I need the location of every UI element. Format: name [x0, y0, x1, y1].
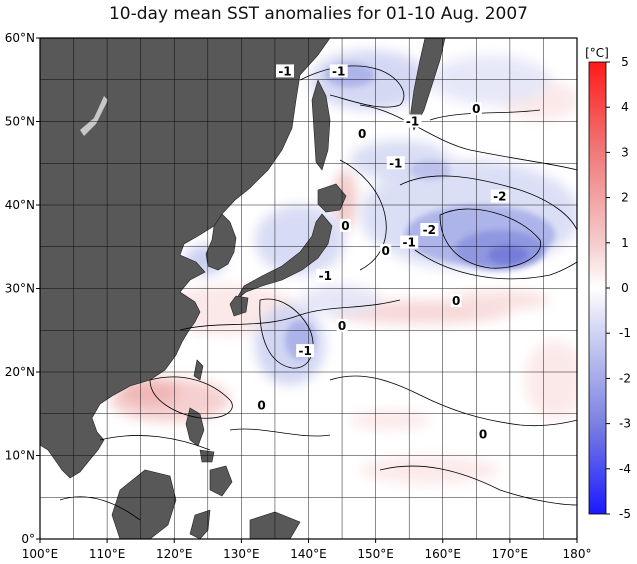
- colorbar-label: 2: [621, 191, 629, 205]
- colorbar-label: -3: [619, 417, 631, 431]
- contour-label-bg: [336, 319, 348, 333]
- mindanao: [209, 465, 233, 497]
- contour-label-bg: [490, 189, 509, 203]
- lake-baikal: [80, 96, 108, 136]
- colorbar-label: -1: [619, 326, 631, 340]
- kyushu: [229, 295, 249, 317]
- contour-label-bg: [380, 243, 392, 257]
- contour-label: -1: [406, 115, 419, 129]
- lat-tick-label: 40°N: [5, 198, 35, 212]
- lat-tick-label: 10°N: [5, 449, 35, 463]
- contour-label-bg: [256, 398, 268, 412]
- colorbar-label: 3: [621, 145, 629, 159]
- lat-tick-label: 20°N: [5, 365, 35, 379]
- contour-label: -1: [319, 269, 332, 283]
- lon-tick-label: 170°E: [492, 547, 529, 561]
- asia-mainland: [40, 38, 331, 479]
- colorbar-label: -4: [619, 462, 631, 476]
- contour-label: -1: [278, 64, 291, 78]
- taiwan: [193, 359, 204, 381]
- contour-label: 0: [382, 244, 390, 258]
- lat-tick-label: 50°N: [5, 115, 35, 129]
- latitude-labels: 0° 10°N 20°N 30°N 40°N 50°N 60°N: [5, 31, 40, 546]
- contour-label: -2: [493, 190, 506, 204]
- colorbar-label: 0: [621, 281, 629, 295]
- lon-tick-label: 180°: [563, 547, 592, 561]
- colorbar-label: 4: [621, 100, 629, 114]
- contour-label: 0: [472, 102, 480, 116]
- contour-label: 0: [479, 428, 487, 442]
- korea-peninsula: [205, 213, 237, 271]
- contour-label-bg: [450, 294, 462, 308]
- contour-label: 0: [452, 294, 460, 308]
- contour-label-bg: [470, 101, 482, 115]
- contour-label-bg: [403, 114, 422, 128]
- lon-tick-label: 140°E: [290, 547, 327, 561]
- contour-label: -2: [423, 223, 436, 237]
- lat-tick-label: 30°N: [5, 282, 35, 296]
- contour-labels: -1 -1 0 -1 0 -1 -2 0 -2 -1 0 -1 0 0 -1 0 0: [256, 64, 509, 442]
- lon-tick-label: 130°E: [223, 547, 260, 561]
- colorbar-label: 5: [621, 55, 629, 69]
- colorbar-label: 1: [621, 236, 629, 250]
- contour-label-bg: [316, 268, 335, 282]
- colorbar-ticks: 5 4 3 2 1 0 -1 -2 -3 -4 -5: [606, 55, 631, 521]
- contour-label-bg: [386, 156, 405, 170]
- contour-label: -1: [389, 156, 402, 170]
- contour-label: 0: [338, 319, 346, 333]
- colorbar: [588, 61, 607, 515]
- lon-tick-label: 100°E: [22, 547, 59, 561]
- lat-tick-label: 60°N: [5, 31, 35, 45]
- lat-lon-grid: [40, 38, 577, 539]
- contour-label-bg: [339, 218, 351, 232]
- lon-tick-label: 120°E: [156, 547, 193, 561]
- contour-label-bg: [400, 235, 419, 249]
- visayas: [199, 449, 215, 463]
- colorbar-label: -2: [619, 371, 631, 385]
- honshu: [235, 213, 333, 301]
- colorbar-unit: [°C]: [585, 46, 609, 60]
- lon-tick-label: 160°E: [425, 547, 462, 561]
- contour-label-bg: [329, 64, 348, 78]
- contour-label: -1: [403, 236, 416, 250]
- sakhalin: [311, 79, 331, 171]
- contour-label-bg: [296, 344, 315, 358]
- borneo: [111, 469, 177, 539]
- sulawesi: [189, 509, 211, 539]
- contour-label-bg: [420, 223, 439, 237]
- contour-label: 0: [358, 127, 366, 141]
- contour-label: 0: [257, 398, 265, 412]
- longitude-labels: 100°E 110°E 120°E 130°E 140°E 150°E 160°E 170°E…: [22, 539, 592, 561]
- contour-label: 0: [341, 219, 349, 233]
- contour-label: -1: [332, 64, 345, 78]
- lat-tick-label: 0°: [21, 532, 35, 546]
- lon-tick-label: 150°E: [357, 547, 394, 561]
- anomaly-field: [110, 50, 577, 484]
- contour-label-bg: [477, 427, 489, 441]
- map-title: 10-day mean SST anomalies for 01-10 Aug.…: [108, 4, 528, 24]
- land-masses: [40, 38, 446, 539]
- contour-label: -1: [298, 344, 311, 358]
- lon-tick-label: 110°E: [89, 547, 126, 561]
- contour-label-bg: [356, 127, 368, 141]
- colorbar-label: -5: [619, 507, 631, 521]
- contour-label-bg: [276, 64, 295, 78]
